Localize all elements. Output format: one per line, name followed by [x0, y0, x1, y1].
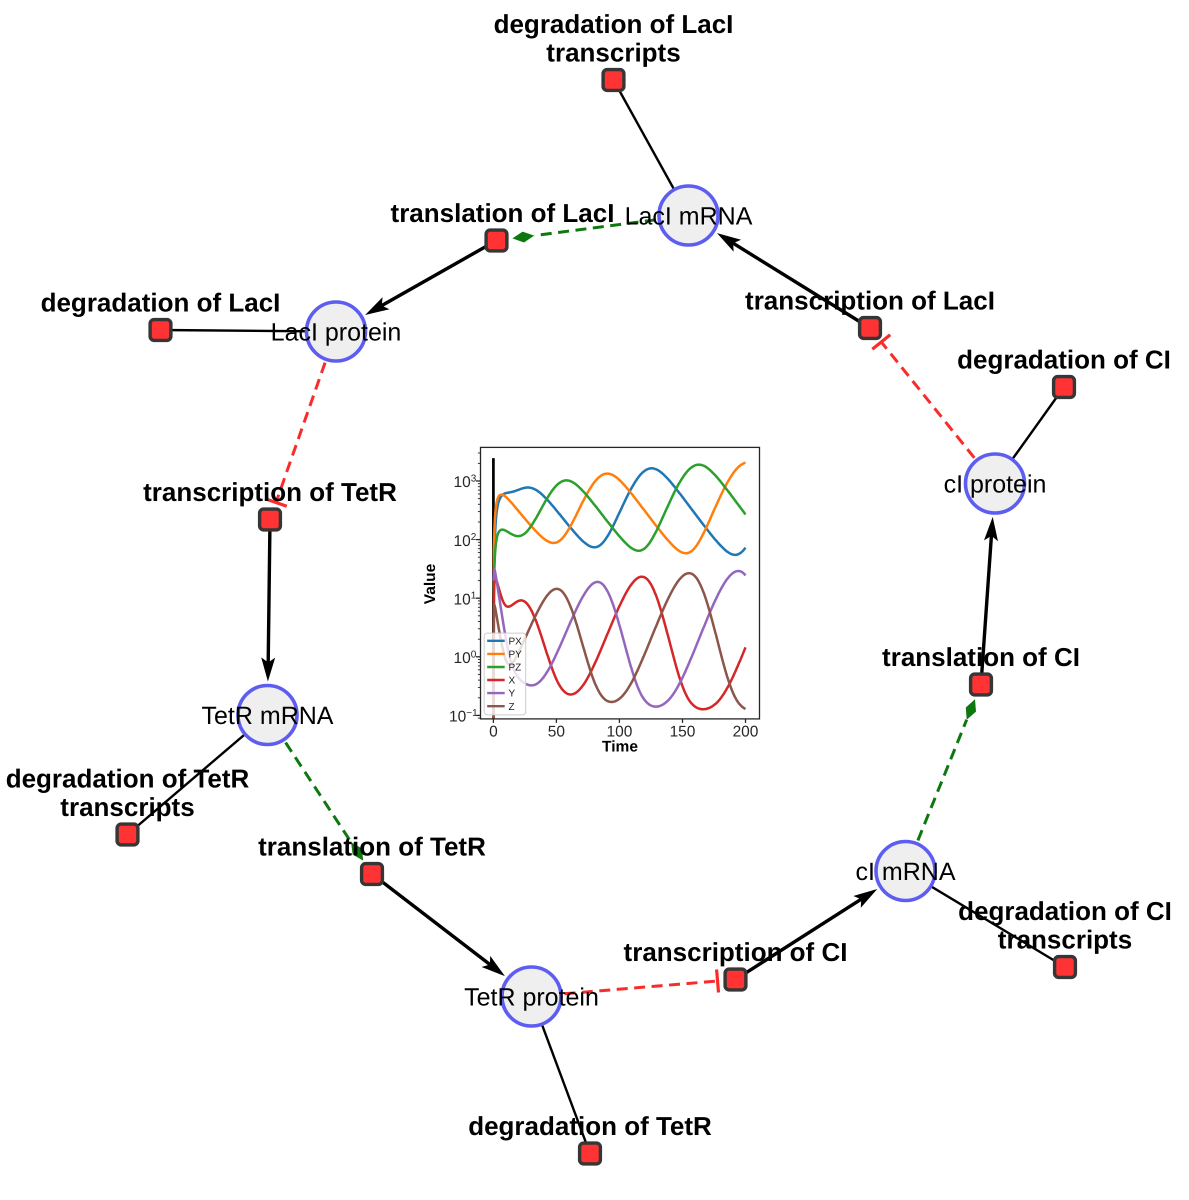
svg-text:degradation of CI: degradation of CI: [958, 896, 1172, 926]
svg-text:10: 10: [454, 591, 472, 608]
svg-text:−1: −1: [466, 708, 478, 719]
svg-text:PX: PX: [509, 636, 523, 647]
svg-text:TetR protein: TetR protein: [464, 984, 599, 1012]
svg-text:LacI mRNA: LacI mRNA: [625, 203, 753, 231]
svg-text:degradation of LacI: degradation of LacI: [494, 9, 734, 39]
svg-text:cI protein: cI protein: [944, 471, 1047, 499]
svg-text:Y: Y: [509, 689, 516, 700]
svg-text:10: 10: [454, 650, 472, 667]
svg-text:degradation of TetR: degradation of TetR: [6, 764, 250, 794]
svg-text:100: 100: [606, 724, 632, 741]
svg-text:0: 0: [471, 649, 477, 660]
svg-text:TetR mRNA: TetR mRNA: [202, 702, 334, 730]
svg-text:200: 200: [733, 724, 759, 741]
svg-text:transcripts: transcripts: [998, 925, 1132, 955]
svg-text:1: 1: [471, 591, 477, 602]
svg-text:cI mRNA: cI mRNA: [856, 858, 956, 886]
svg-text:Z: Z: [509, 702, 515, 713]
svg-text:translation of TetR: translation of TetR: [258, 832, 486, 862]
svg-text:transcription of TetR: transcription of TetR: [143, 477, 397, 507]
svg-text:transcription of LacI: transcription of LacI: [745, 286, 995, 316]
svg-text:X: X: [509, 676, 516, 687]
svg-text:0: 0: [489, 724, 498, 741]
svg-text:transcripts: transcripts: [60, 792, 194, 822]
svg-text:10: 10: [449, 709, 467, 726]
svg-text:PY: PY: [509, 650, 523, 661]
svg-text:10: 10: [454, 474, 472, 491]
svg-text:Value: Value: [422, 563, 439, 604]
svg-text:degradation of TetR: degradation of TetR: [468, 1111, 712, 1141]
svg-text:3: 3: [471, 474, 477, 485]
svg-text:translation of LacI: translation of LacI: [391, 198, 615, 228]
svg-text:150: 150: [670, 724, 696, 741]
svg-text:50: 50: [548, 724, 566, 741]
svg-text:degradation of CI: degradation of CI: [957, 345, 1171, 375]
svg-text:10: 10: [454, 533, 472, 550]
svg-text:transcription of CI: transcription of CI: [624, 937, 848, 967]
svg-text:degradation of LacI: degradation of LacI: [41, 288, 281, 318]
svg-text:LacI protein: LacI protein: [271, 319, 402, 347]
svg-text:transcripts: transcripts: [546, 38, 680, 68]
svg-text:2: 2: [471, 532, 477, 543]
svg-text:translation of CI: translation of CI: [882, 642, 1080, 672]
svg-text:PZ: PZ: [509, 663, 522, 674]
svg-text:Time: Time: [602, 739, 638, 756]
